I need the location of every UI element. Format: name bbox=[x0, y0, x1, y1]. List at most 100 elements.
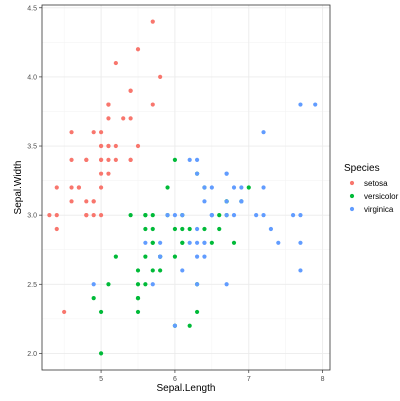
data-point-virginica bbox=[224, 213, 229, 218]
panel-border bbox=[41, 4, 331, 371]
data-point-virginica bbox=[261, 130, 266, 135]
data-point-virginica bbox=[202, 185, 207, 190]
data-point-virginica bbox=[313, 102, 318, 107]
data-point-setosa bbox=[91, 213, 96, 218]
data-point-virginica bbox=[143, 240, 148, 245]
data-point-versicolor bbox=[187, 226, 192, 232]
data-point-virginica bbox=[224, 199, 229, 204]
x-tick-label: 6 bbox=[173, 376, 177, 383]
data-point-versicolor bbox=[217, 213, 222, 218]
data-point-virginica bbox=[187, 240, 192, 245]
data-point-versicolor bbox=[180, 226, 185, 232]
legend-title: Species bbox=[344, 163, 380, 174]
data-point-versicolor bbox=[180, 240, 185, 245]
data-point-versicolor bbox=[158, 268, 163, 273]
data-point-versicolor bbox=[143, 226, 148, 232]
plot-panel bbox=[41, 4, 331, 371]
data-point-versicolor bbox=[150, 213, 155, 218]
data-point-setosa bbox=[98, 171, 104, 176]
data-point-virginica bbox=[239, 199, 244, 204]
x-axis-title: Sepal.Length bbox=[157, 383, 216, 394]
data-point-versicolor bbox=[143, 254, 148, 259]
data-point-virginica bbox=[298, 213, 303, 218]
data-point-versicolor bbox=[187, 323, 192, 328]
data-point-virginica bbox=[261, 185, 266, 190]
data-point-virginica bbox=[165, 213, 170, 218]
data-point-versicolor bbox=[135, 282, 141, 287]
data-point-virginica bbox=[231, 213, 237, 218]
data-point-setosa bbox=[121, 116, 126, 121]
data-point-versicolor bbox=[246, 185, 251, 190]
data-point-virginica bbox=[194, 240, 200, 245]
data-point-versicolor bbox=[172, 157, 178, 162]
data-point-setosa bbox=[150, 19, 155, 24]
data-point-setosa bbox=[69, 157, 74, 162]
x-tick-label: 8 bbox=[321, 376, 325, 383]
data-point-virginica bbox=[231, 185, 237, 190]
data-point-versicolor bbox=[172, 226, 178, 232]
legend-label-setosa: setosa bbox=[364, 179, 388, 188]
data-point-versicolor bbox=[98, 309, 104, 315]
y-tick-label: 3.0 bbox=[27, 213, 37, 220]
data-point-setosa bbox=[128, 88, 133, 93]
data-point-versicolor bbox=[194, 309, 200, 315]
data-point-versicolor bbox=[135, 296, 141, 301]
data-point-virginica bbox=[224, 282, 229, 287]
data-point-virginica bbox=[194, 254, 200, 259]
data-point-virginica bbox=[194, 157, 200, 162]
y-tick-label: 3.5 bbox=[27, 144, 37, 151]
data-point-virginica bbox=[194, 171, 200, 176]
data-point-versicolor bbox=[143, 282, 148, 287]
data-point-virginica bbox=[254, 213, 259, 218]
data-point-virginica bbox=[298, 240, 303, 245]
data-point-virginica bbox=[209, 213, 214, 218]
data-point-virginica bbox=[158, 240, 163, 245]
data-point-versicolor bbox=[209, 240, 214, 245]
data-point-versicolor bbox=[128, 213, 133, 218]
data-point-setosa bbox=[113, 143, 118, 149]
data-point-setosa bbox=[98, 143, 104, 149]
data-point-virginica bbox=[276, 240, 281, 245]
data-point-setosa bbox=[106, 116, 111, 121]
data-point-virginica bbox=[224, 171, 229, 176]
data-point-setosa bbox=[135, 47, 141, 52]
data-point-setosa bbox=[98, 157, 104, 162]
y-tick-label: 4.0 bbox=[27, 74, 37, 81]
data-point-setosa bbox=[84, 199, 89, 204]
data-point-virginica bbox=[298, 102, 303, 107]
data-point-setosa bbox=[84, 157, 89, 162]
data-point-virginica bbox=[202, 240, 207, 245]
data-point-setosa bbox=[69, 185, 74, 190]
legend-key-virginica bbox=[349, 206, 355, 212]
x-tick-label: 7 bbox=[247, 376, 251, 383]
data-point-setosa bbox=[106, 143, 111, 149]
data-point-virginica bbox=[91, 282, 96, 287]
data-point-setosa bbox=[54, 213, 59, 218]
legend: Species setosa versicolor virginica bbox=[344, 163, 399, 214]
y-axis: 2.0 2.5 3.0 3.5 4.0 4.5 bbox=[27, 5, 42, 358]
y-tick-label: 2.5 bbox=[27, 282, 37, 289]
data-point-setosa bbox=[69, 199, 74, 204]
data-point-versicolor bbox=[172, 254, 178, 259]
data-point-setosa bbox=[69, 130, 74, 135]
data-point-virginica bbox=[180, 213, 185, 218]
data-point-virginica bbox=[158, 254, 163, 259]
data-point-versicolor bbox=[150, 268, 155, 273]
data-point-versicolor bbox=[113, 254, 118, 259]
legend-key-versicolor bbox=[349, 193, 355, 199]
data-point-setosa bbox=[91, 130, 96, 135]
data-point-setosa bbox=[76, 185, 82, 190]
data-point-versicolor bbox=[143, 213, 148, 218]
data-point-versicolor bbox=[106, 282, 111, 287]
legend-key-setosa bbox=[349, 180, 355, 186]
panel-background bbox=[42, 5, 330, 370]
data-point-versicolor bbox=[135, 309, 141, 315]
data-point-setosa bbox=[128, 157, 133, 162]
y-tick-label: 4.5 bbox=[27, 5, 37, 12]
data-point-setosa bbox=[106, 102, 111, 107]
data-point-virginica bbox=[202, 199, 207, 204]
data-point-versicolor bbox=[91, 296, 96, 301]
data-point-setosa bbox=[98, 185, 104, 190]
data-point-versicolor bbox=[165, 185, 170, 190]
